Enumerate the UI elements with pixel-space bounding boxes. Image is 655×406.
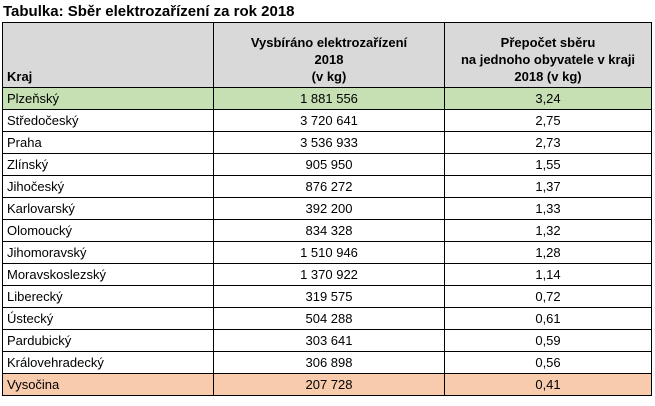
table-cell: 2,75 [444,109,652,132]
table-cell: 0,61 [444,307,652,330]
table-row: Praha 3 536 933 2,73 [2,131,652,154]
table-cell: 2,73 [444,131,652,154]
data-table: Kraj Vysbíráno elektrozařízení 2018 (v kg) P… [2,22,652,396]
table-cell: 1,55 [444,153,652,176]
table-cell: Ústecký [2,307,214,330]
table-cell: 319 575 [213,285,445,308]
table-row: Olomoucký 834 328 1,32 [2,219,652,242]
header-cell: Vysbíráno elektrozařízení 2018 (v kg) [213,22,445,88]
header-text: (v kg) [311,69,347,84]
table-cell: Olomoucký [2,219,214,242]
header-text: Kraj [7,69,33,84]
table-row: Karlovarský 392 200 1,33 [2,197,652,220]
table-row: Středočeský 3 720 641 2,75 [2,109,652,132]
table-cell: 1,37 [444,175,652,198]
table-cell: Královehradecký [2,351,214,374]
header-text: Přepočet sběru [500,35,596,50]
table-cell: 0,41 [444,373,652,396]
table-row: Vysočina 207 728 0,41 [2,373,652,396]
table-cell: 905 950 [213,153,445,176]
table-cell: 207 728 [213,373,445,396]
table-cell: 0,56 [444,351,652,374]
table-cell: 3 536 933 [213,131,445,154]
table-cell: Středočeský [2,109,214,132]
table-cell: 3 720 641 [213,109,445,132]
table-row: Jihočeský 876 272 1,37 [2,175,652,198]
table-row: Pardubický 303 641 0,59 [2,329,652,352]
table-cell: Karlovarský [2,197,214,220]
table-cell: 1,33 [444,197,652,220]
table-cell: 504 288 [213,307,445,330]
table-cell: Jihočeský [2,175,214,198]
table-row: Plzeňský 1 881 556 3,24 [2,87,652,110]
header-cell: Přepočet sběru na jednoho obyvatele v kra… [444,22,652,88]
table-cell: 1,28 [444,241,652,264]
header-cell: Kraj [2,22,214,88]
table-cell: 3,24 [444,87,652,110]
table-cell: Zlínský [2,153,214,176]
table-cell: 1,32 [444,219,652,242]
table-cell: 0,72 [444,285,652,308]
table-row: Zlínský 905 950 1,55 [2,153,652,176]
table-cell: Pardubický [2,329,214,352]
table-row: Jihomoravský 1 510 946 1,28 [2,241,652,264]
table-cell: Vysočina [2,373,214,396]
table-row: Liberecký 319 575 0,72 [2,285,652,308]
header-row: Kraj Vysbíráno elektrozařízení 2018 (v kg) P… [2,22,652,88]
table-cell: Jihomoravský [2,241,214,264]
header-text: 2018 [314,52,344,67]
table-cell: 1,14 [444,263,652,286]
table-row: Královehradecký 306 898 0,56 [2,351,652,374]
table-cell: 834 328 [213,219,445,242]
header-text: Vysbíráno elektrozařízení [250,35,408,50]
header-text: na jednoho obyvatele v kraji [460,52,636,67]
table-cell: Moravskoslezský [2,263,214,286]
table-body: Plzeňský 1 881 556 3,24 Středočeský 3 720 64… [2,87,652,396]
title: Tabulka: Sběr elektrozařízení za rok 201… [3,3,295,20]
table-row: Ústecký 504 288 0,61 [2,307,652,330]
table-cell: 1 370 922 [213,263,445,286]
table-cell: 303 641 [213,329,445,352]
table-cell: Plzeňský [2,87,214,110]
table-cell: 1 881 556 [213,87,445,110]
table-cell: 392 200 [213,197,445,220]
table-cell: Liberecký [2,285,214,308]
table-cell: 876 272 [213,175,445,198]
table-cell: Praha [2,131,214,154]
table-row: Moravskoslezský 1 370 922 1,14 [2,263,652,286]
header-text: 2018 (v kg) [514,69,582,84]
table-cell: 1 510 946 [213,241,445,264]
table-cell: 0,59 [444,329,652,352]
table-cell: 306 898 [213,351,445,374]
